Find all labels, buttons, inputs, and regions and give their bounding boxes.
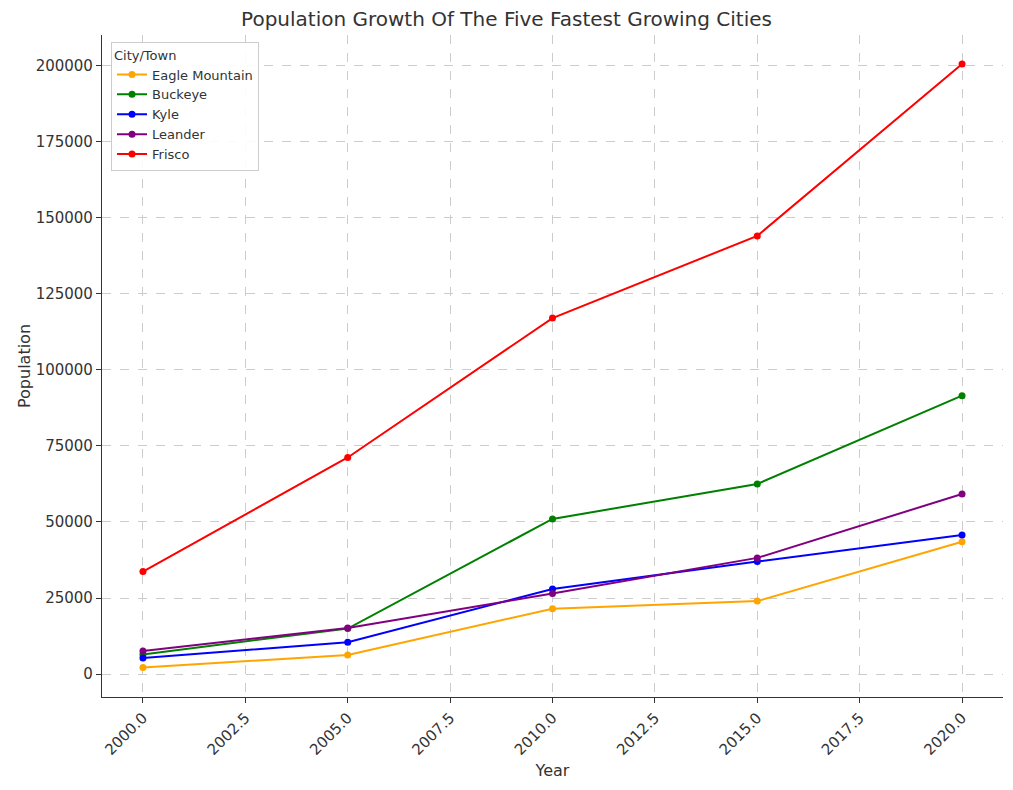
svg-text:200000: 200000 (36, 57, 93, 75)
svg-text:Frisco: Frisco (152, 147, 189, 162)
svg-text:Buckeye: Buckeye (152, 87, 207, 102)
svg-text:2005.0: 2005.0 (306, 709, 356, 759)
svg-text:2015.0: 2015.0 (716, 709, 766, 759)
svg-text:25000: 25000 (45, 589, 93, 607)
svg-text:0: 0 (83, 665, 93, 683)
svg-text:Eagle Mountain: Eagle Mountain (152, 68, 253, 83)
svg-text:2000.0: 2000.0 (101, 709, 151, 759)
svg-text:100000: 100000 (36, 361, 93, 379)
svg-text:2002.5: 2002.5 (204, 709, 254, 759)
svg-text:Kyle: Kyle (152, 107, 179, 122)
svg-text:2020.0: 2020.0 (920, 709, 970, 759)
svg-text:2017.5: 2017.5 (818, 709, 868, 759)
svg-text:125000: 125000 (36, 285, 93, 303)
svg-text:150000: 150000 (36, 209, 93, 227)
svg-text:50000: 50000 (45, 513, 93, 531)
svg-text:75000: 75000 (45, 437, 93, 455)
svg-text:City/Town: City/Town (114, 48, 176, 63)
svg-text:2010.0: 2010.0 (511, 709, 561, 759)
svg-text:Year: Year (535, 761, 570, 780)
svg-text:2012.5: 2012.5 (613, 709, 663, 759)
svg-text:175000: 175000 (36, 133, 93, 151)
svg-text:Leander: Leander (152, 127, 205, 142)
svg-text:2007.5: 2007.5 (408, 709, 458, 759)
svg-text:Population Growth Of The Five: Population Growth Of The Five Fastest Gr… (241, 7, 772, 31)
svg-text:Population: Population (15, 324, 34, 408)
